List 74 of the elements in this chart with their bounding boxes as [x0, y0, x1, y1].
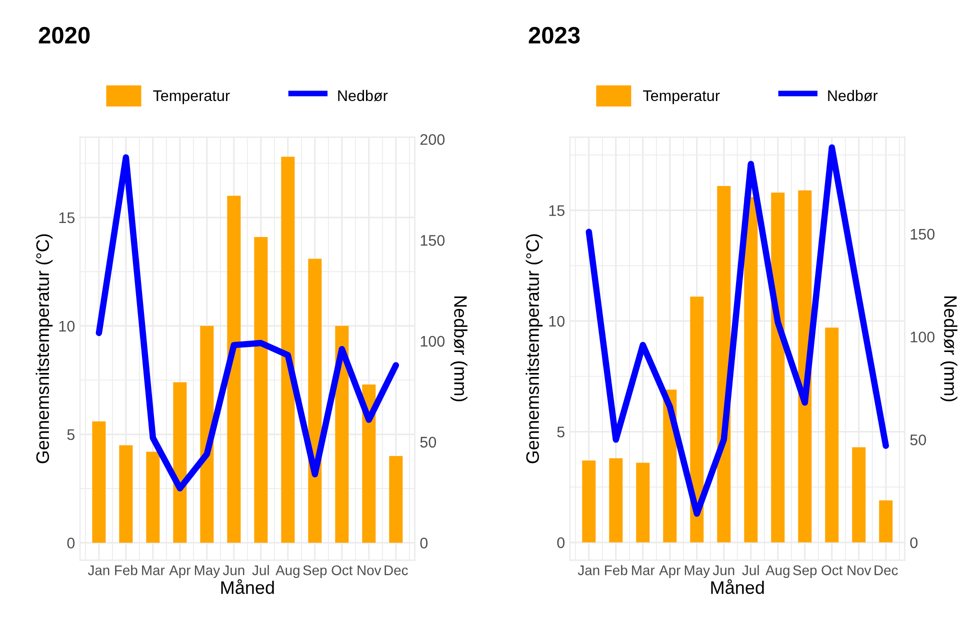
y-tick-label: 10	[59, 320, 75, 332]
x-tick-label: May	[194, 566, 220, 578]
x-tick-label: Feb	[605, 565, 628, 576]
bar	[389, 456, 403, 543]
bar	[825, 328, 839, 542]
bar	[281, 156, 295, 543]
x-tick-label: Sep	[303, 565, 327, 578]
x-axis-title: Måned	[221, 579, 274, 594]
bar	[609, 458, 623, 542]
x-tick-label: Jul	[252, 565, 269, 576]
x-tick-label: Jan	[88, 566, 110, 576]
legend-label: Nedbør	[338, 90, 388, 102]
x-tick-label: Apr	[659, 566, 680, 578]
x-tick-label: Mar	[142, 566, 165, 576]
bar	[582, 460, 596, 542]
y2-tick-label: 50	[420, 436, 436, 448]
y2-tick-label: 0	[420, 538, 428, 548]
x-tick-label: Jun	[712, 566, 734, 576]
bar	[879, 500, 893, 542]
x-tick-label: Sep	[793, 565, 817, 578]
x-tick-label: Apr	[169, 566, 190, 578]
bar	[173, 382, 187, 543]
y-tick-label: 10	[549, 316, 565, 327]
x-tick-label: Jun	[222, 566, 244, 576]
y-axis-title: Gennemsnitstemperatur (°C)	[36, 234, 53, 464]
x-tick-label: Nov	[358, 566, 382, 576]
y2-tick-label: 100	[910, 332, 935, 342]
y2-axis-title: Nedbør (mm)	[450, 296, 468, 402]
y-tick-label: 15	[549, 205, 564, 216]
bar	[852, 447, 866, 542]
y2-tick-label: 200	[420, 134, 445, 145]
x-tick-label: Nov	[848, 566, 872, 576]
y-tick-label: 15	[59, 212, 75, 224]
x-tick-label: Oct	[332, 565, 353, 576]
y2-axis-title: Nedbør (mm)	[940, 296, 958, 402]
legend-label: Temperatur	[153, 90, 230, 104]
bar	[690, 296, 704, 542]
bar	[744, 197, 758, 542]
bar	[771, 192, 785, 542]
bar	[119, 445, 133, 543]
bar	[636, 462, 650, 542]
y-tick-label: 5	[557, 426, 564, 438]
y2-tick-label: 50	[910, 434, 926, 446]
chart-title: 2023	[528, 26, 580, 44]
y2-tick-label: 150	[910, 228, 935, 240]
bar	[227, 196, 241, 543]
x-tick-label: Oct	[822, 565, 843, 576]
bar	[200, 326, 214, 543]
x-tick-label: Dec	[874, 566, 898, 576]
legend-label: Temperatur	[643, 90, 720, 104]
y2-tick-label: 150	[420, 235, 445, 246]
bar	[362, 384, 376, 543]
bar	[254, 237, 268, 543]
y-tick-label: 5	[67, 429, 75, 440]
legend-label: Nedbør	[828, 90, 878, 102]
bar	[146, 452, 160, 543]
x-tick-label: Mar	[632, 566, 655, 576]
chart-title: 2020	[38, 26, 90, 44]
y-tick-label: 0	[557, 537, 565, 548]
y2-tick-label: 100	[420, 336, 445, 347]
x-tick-label: Jan	[578, 566, 600, 576]
x-axis-title: Måned	[711, 579, 764, 594]
y2-tick-label: 0	[910, 537, 918, 548]
y-axis-title: Gennemsnitstemperatur (°C)	[526, 234, 543, 464]
y-tick-label: 0	[67, 538, 75, 548]
bar	[335, 326, 349, 543]
x-tick-label: Jul	[742, 565, 759, 576]
x-tick-label: Aug	[766, 566, 790, 578]
x-tick-label: Dec	[384, 566, 408, 576]
x-tick-label: Aug	[276, 566, 300, 578]
bar	[308, 258, 322, 543]
x-tick-label: May	[684, 566, 710, 578]
bar	[92, 421, 106, 543]
x-tick-label: Feb	[115, 565, 138, 576]
